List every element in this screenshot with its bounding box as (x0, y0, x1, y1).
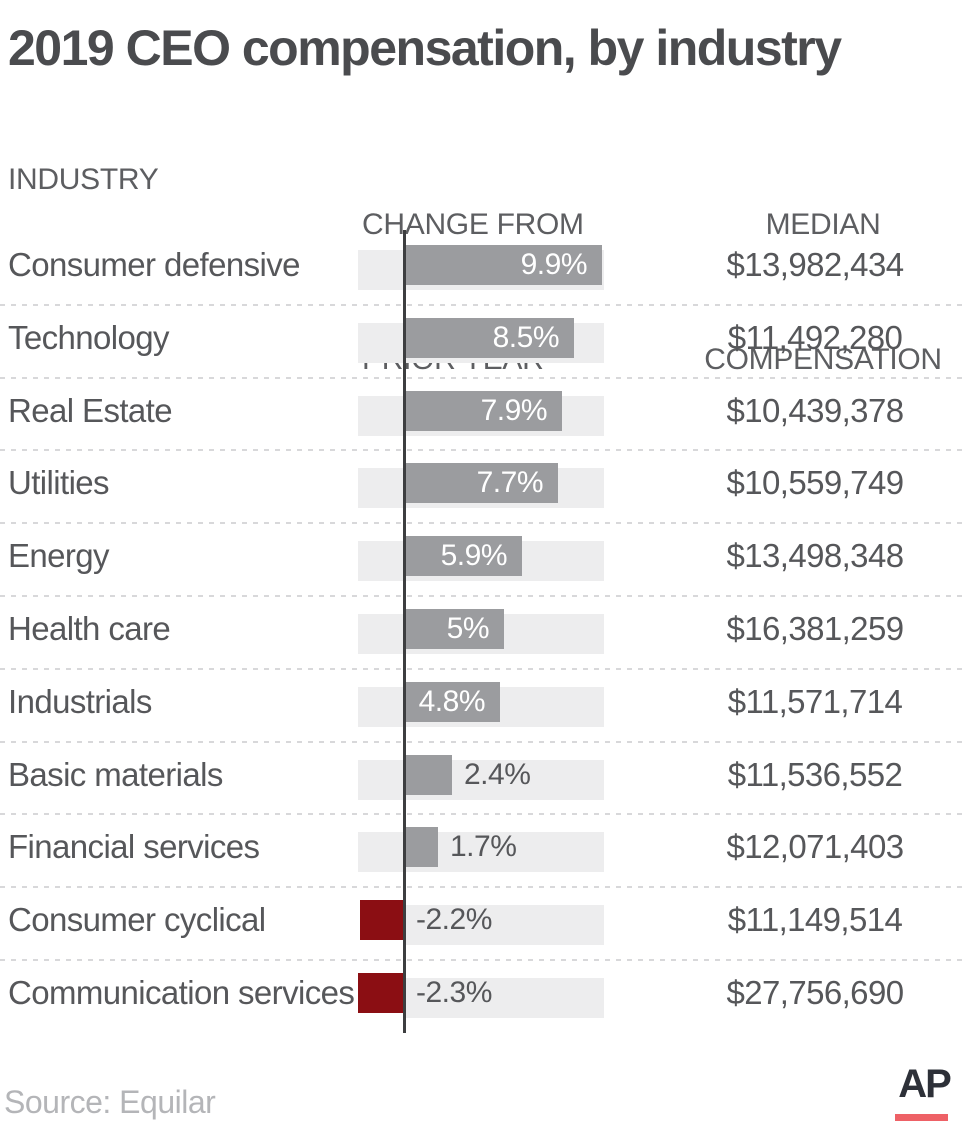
industry-label: Real Estate (8, 392, 173, 429)
row-separator (0, 813, 966, 815)
industry-label: Energy (8, 537, 110, 574)
change-value-label: 4.8% (418, 685, 486, 718)
column-header-median-line2: COMPENSATION (704, 343, 942, 376)
column-header-change-line1: CHANGE FROM (362, 208, 584, 241)
row-separator (0, 668, 966, 670)
change-bar-negative (358, 973, 404, 1013)
change-bar-positive (404, 609, 504, 649)
industry-label: Consumer defensive (8, 246, 300, 283)
change-value-label: 9.9% (520, 248, 588, 281)
ap-logo: AP (898, 1062, 952, 1106)
industry-label: Industrials (8, 683, 152, 720)
industry-label: Consumer cyclical (8, 901, 266, 938)
column-header-median: MEDIAN COMPENSATION (700, 112, 946, 472)
change-value-label: 5% (446, 612, 490, 645)
change-bar-positive (404, 682, 500, 722)
change-bar-positive (404, 318, 574, 358)
zero-baseline-axis (403, 230, 406, 1033)
row-separator (0, 741, 966, 743)
row-separator (0, 959, 966, 961)
row-separator (0, 595, 966, 597)
column-header-industry: INDUSTRY (8, 163, 159, 196)
bar-track (404, 978, 604, 1018)
industry-label: Utilities (8, 464, 110, 501)
ap-logo-underline (895, 1114, 948, 1121)
median-compensation-value: $11,149,514 (727, 901, 903, 938)
page-title: 2019 CEO compensation, by industry (8, 20, 842, 76)
industry-label: Basic materials (8, 756, 223, 793)
source-credit: Source: Equilar (4, 1084, 216, 1120)
change-bar-negative (360, 900, 404, 940)
median-compensation-value: $11,536,552 (727, 756, 903, 793)
median-compensation-value: $10,439,378 (726, 392, 905, 429)
median-compensation-value: $13,498,348 (726, 537, 905, 574)
median-compensation-value: $27,756,690 (726, 974, 905, 1011)
industry-label: Communication services (8, 974, 355, 1011)
change-bar-positive (404, 827, 438, 867)
industry-label: Health care (8, 610, 171, 647)
median-compensation-value: $11,571,714 (727, 683, 903, 720)
industry-label: Technology (8, 319, 170, 356)
change-value-label: -2.3% (416, 976, 492, 1009)
bar-track (404, 905, 604, 945)
row-separator (0, 522, 966, 524)
change-value-label: 5.9% (440, 539, 508, 572)
change-value-label: 8.5% (492, 321, 560, 354)
change-bar-positive (404, 245, 602, 285)
column-header-median-line1: MEDIAN (765, 208, 881, 241)
median-compensation-value: $10,559,749 (726, 464, 905, 501)
median-compensation-value: $16,381,259 (726, 610, 905, 647)
change-bar-positive (404, 463, 558, 503)
change-value-label: -2.2% (416, 903, 492, 936)
change-value-label: 2.4% (464, 758, 531, 791)
change-value-label: 7.9% (480, 394, 548, 427)
row-separator (0, 886, 966, 888)
median-compensation-value: $11,492,280 (727, 319, 903, 356)
change-value-label: 7.7% (476, 466, 544, 499)
median-compensation-value: $12,071,403 (726, 828, 905, 865)
change-value-label: 1.7% (450, 830, 517, 863)
change-bar-positive (404, 536, 522, 576)
row-separator (0, 377, 966, 379)
industry-label: Financial services (8, 828, 260, 865)
median-compensation-value: $13,982,434 (726, 246, 905, 283)
change-bar-positive (404, 755, 452, 795)
row-separator (0, 304, 966, 306)
bar-track (358, 760, 604, 800)
change-bar-positive (404, 391, 562, 431)
row-separator (0, 449, 966, 451)
bar-track (358, 832, 604, 872)
